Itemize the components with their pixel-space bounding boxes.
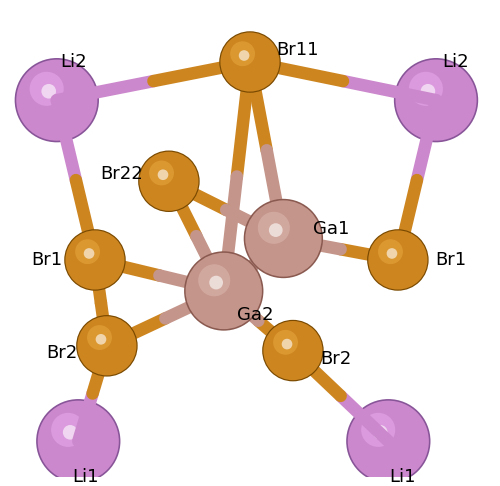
Circle shape	[361, 413, 395, 447]
Circle shape	[158, 170, 168, 180]
Circle shape	[78, 316, 136, 375]
Circle shape	[348, 400, 429, 482]
Circle shape	[186, 253, 262, 329]
Text: Br1: Br1	[435, 251, 466, 269]
Circle shape	[14, 58, 99, 142]
Circle shape	[51, 413, 85, 447]
Circle shape	[346, 399, 430, 484]
Circle shape	[138, 151, 200, 212]
Circle shape	[230, 41, 255, 66]
Circle shape	[420, 84, 435, 99]
Circle shape	[96, 334, 106, 345]
Circle shape	[36, 399, 120, 484]
Circle shape	[63, 425, 78, 440]
Text: Br1: Br1	[32, 251, 63, 269]
Circle shape	[269, 223, 282, 237]
Circle shape	[373, 425, 388, 440]
Circle shape	[367, 229, 428, 291]
Text: Br2: Br2	[46, 344, 77, 362]
Circle shape	[239, 50, 250, 61]
Circle shape	[66, 230, 124, 290]
Circle shape	[75, 239, 100, 264]
Circle shape	[264, 321, 322, 380]
Circle shape	[38, 400, 119, 482]
Text: Li2: Li2	[442, 53, 468, 71]
Text: Ga2: Ga2	[236, 306, 273, 324]
Circle shape	[30, 72, 64, 106]
Circle shape	[386, 248, 398, 259]
Circle shape	[220, 33, 280, 91]
Circle shape	[64, 229, 126, 291]
Text: Li1: Li1	[390, 468, 416, 486]
Circle shape	[149, 160, 174, 185]
Circle shape	[210, 276, 223, 290]
Circle shape	[409, 72, 443, 106]
Circle shape	[396, 60, 476, 141]
Circle shape	[42, 84, 56, 99]
Circle shape	[219, 31, 281, 93]
Circle shape	[16, 60, 98, 141]
Circle shape	[244, 199, 323, 278]
Circle shape	[378, 239, 403, 264]
Circle shape	[245, 200, 322, 277]
Circle shape	[262, 320, 324, 382]
Circle shape	[84, 248, 94, 259]
Text: Ga1: Ga1	[313, 220, 350, 238]
Circle shape	[140, 152, 198, 211]
Circle shape	[87, 325, 112, 350]
Text: Br2: Br2	[320, 350, 352, 368]
Circle shape	[368, 230, 428, 290]
Circle shape	[282, 339, 292, 349]
Text: Li2: Li2	[60, 53, 87, 71]
Text: Br11: Br11	[276, 41, 319, 59]
Text: Br22: Br22	[100, 165, 142, 183]
Text: Li1: Li1	[72, 468, 99, 486]
Circle shape	[394, 58, 478, 142]
Circle shape	[76, 315, 138, 377]
Circle shape	[198, 264, 230, 296]
Circle shape	[273, 330, 298, 355]
Circle shape	[258, 212, 290, 244]
Circle shape	[184, 251, 264, 330]
